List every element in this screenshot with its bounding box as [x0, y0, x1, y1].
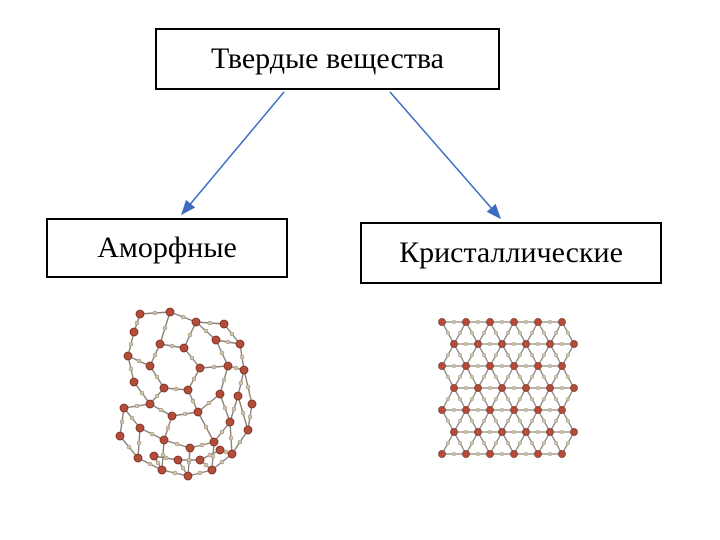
root-label: Твердые вещества	[211, 42, 444, 76]
arrow-right	[390, 92, 500, 218]
crystalline-structure-icon	[430, 310, 580, 475]
root-box: Твердые вещества	[155, 28, 500, 90]
arrow-left	[182, 92, 284, 214]
right-box: Кристаллические	[360, 222, 662, 284]
left-label: Аморфные	[97, 231, 237, 265]
right-label: Кристаллические	[399, 236, 623, 270]
left-box: Аморфные	[46, 218, 288, 278]
amorphous-structure-icon	[100, 300, 260, 490]
